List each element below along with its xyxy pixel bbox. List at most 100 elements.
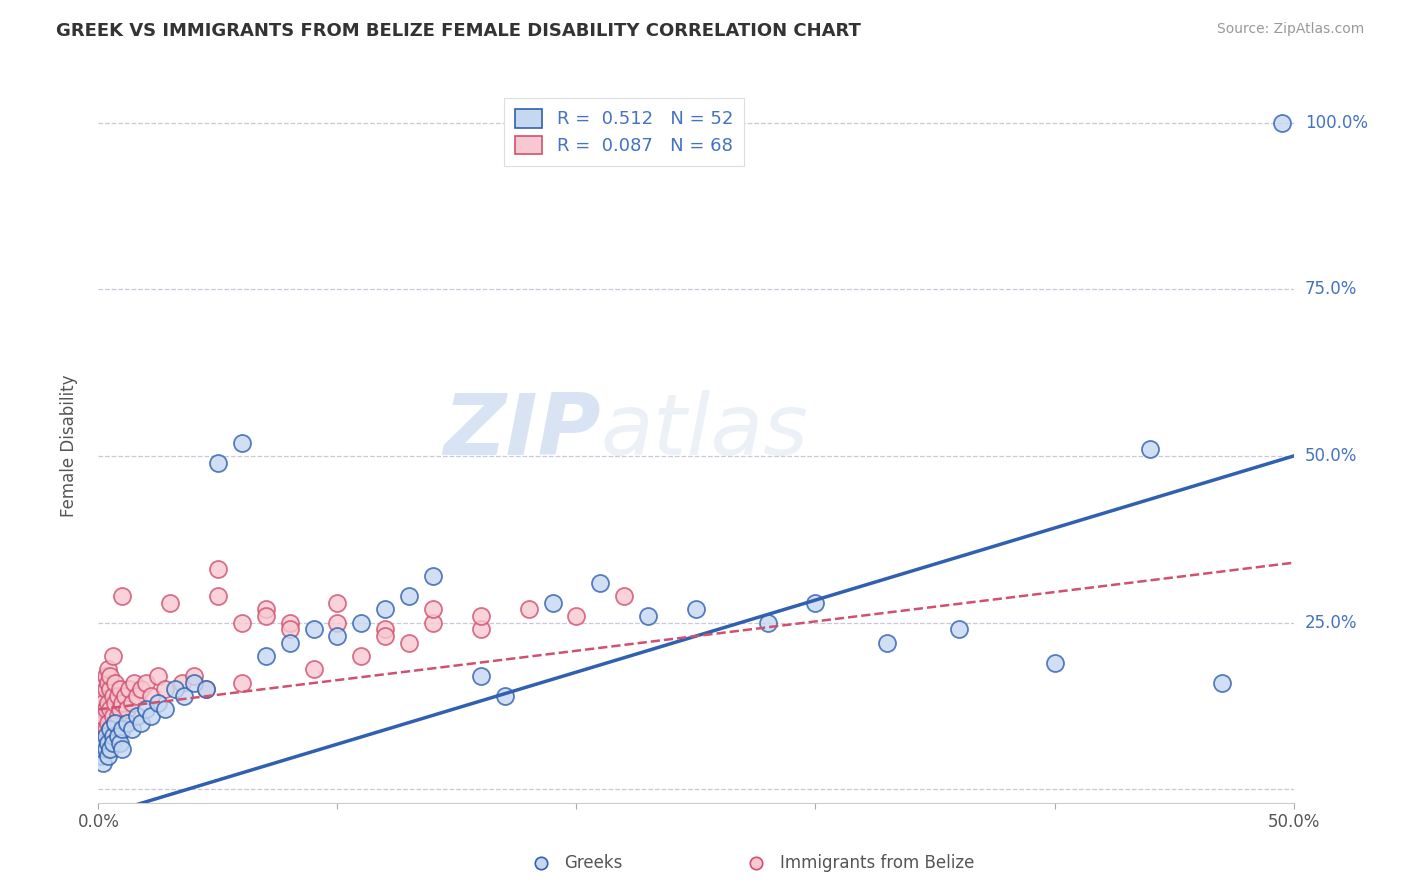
Point: [163, 682, 186, 697]
Point: [101, 689, 124, 703]
Point: [104, 715, 127, 730]
Point: [470, 669, 492, 683]
Point: [948, 623, 970, 637]
Point: [125, 689, 148, 703]
Point: [207, 562, 229, 576]
Point: [685, 602, 707, 616]
Point: [302, 662, 325, 676]
Point: [231, 675, 253, 690]
Point: [470, 623, 492, 637]
Text: ZIP: ZIP: [443, 390, 600, 474]
Point: [183, 675, 205, 690]
Point: [148, 696, 170, 710]
Point: [108, 682, 131, 697]
Text: 50.0%: 50.0%: [1305, 447, 1357, 465]
Point: [101, 709, 124, 723]
Point: [194, 682, 217, 697]
Point: [207, 589, 229, 603]
Point: [94, 742, 117, 756]
Point: [589, 575, 612, 590]
Point: [155, 702, 177, 716]
Point: [131, 682, 153, 697]
Text: Immigrants from Belize: Immigrants from Belize: [779, 855, 974, 872]
Point: [139, 689, 162, 703]
Point: [326, 629, 349, 643]
Point: [350, 649, 373, 664]
Point: [94, 702, 117, 716]
Point: [278, 615, 301, 630]
Point: [972, 839, 994, 854]
Point: [98, 682, 122, 697]
Point: [97, 675, 120, 690]
Point: [98, 742, 122, 756]
Point: [1043, 656, 1066, 670]
Point: [148, 669, 170, 683]
Point: [254, 649, 277, 664]
Point: [111, 742, 134, 756]
Point: [637, 609, 659, 624]
Text: atlas: atlas: [600, 390, 808, 474]
Point: [114, 689, 136, 703]
Point: [398, 636, 420, 650]
Point: [97, 715, 120, 730]
Point: [398, 589, 420, 603]
Point: [111, 723, 134, 737]
Point: [98, 723, 122, 737]
Point: [121, 723, 143, 737]
Point: [98, 702, 122, 716]
Point: [207, 456, 229, 470]
Point: [104, 715, 127, 730]
Text: 25.0%: 25.0%: [1305, 614, 1357, 632]
Point: [90, 715, 112, 730]
Point: [1271, 115, 1294, 129]
Point: [94, 723, 117, 737]
Point: [756, 615, 779, 630]
Point: [541, 596, 564, 610]
Point: [97, 696, 120, 710]
Point: [101, 729, 124, 743]
Point: [565, 609, 588, 624]
Point: [302, 623, 325, 637]
Point: [107, 709, 129, 723]
Point: [91, 696, 114, 710]
Point: [124, 675, 146, 690]
Point: [139, 709, 162, 723]
Point: [374, 602, 396, 616]
Point: [91, 709, 114, 723]
Point: [101, 649, 124, 664]
Point: [254, 602, 277, 616]
Point: [90, 702, 112, 716]
Point: [97, 736, 120, 750]
Text: Greeks: Greeks: [565, 855, 623, 872]
Point: [91, 729, 114, 743]
Point: [374, 623, 396, 637]
Point: [326, 596, 349, 610]
Point: [108, 736, 131, 750]
Point: [159, 596, 181, 610]
Point: [194, 682, 217, 697]
Point: [470, 609, 492, 624]
Point: [104, 675, 127, 690]
Text: 75.0%: 75.0%: [1305, 280, 1357, 298]
Point: [135, 702, 157, 716]
Point: [111, 696, 134, 710]
Point: [155, 682, 177, 697]
Point: [326, 615, 349, 630]
Point: [804, 596, 827, 610]
Point: [104, 696, 127, 710]
Point: [1211, 675, 1233, 690]
Point: [1402, 839, 1406, 854]
Point: [118, 682, 141, 697]
Point: [422, 602, 444, 616]
Point: [107, 729, 129, 743]
Point: [115, 715, 138, 730]
Point: [108, 702, 131, 716]
Legend: R =  0.512   N = 52, R =  0.087   N = 68: R = 0.512 N = 52, R = 0.087 N = 68: [505, 98, 744, 166]
Point: [125, 709, 148, 723]
Point: [613, 589, 636, 603]
Point: [97, 662, 120, 676]
Point: [111, 589, 134, 603]
Point: [135, 675, 157, 690]
Point: [107, 689, 129, 703]
Point: [1139, 442, 1161, 457]
